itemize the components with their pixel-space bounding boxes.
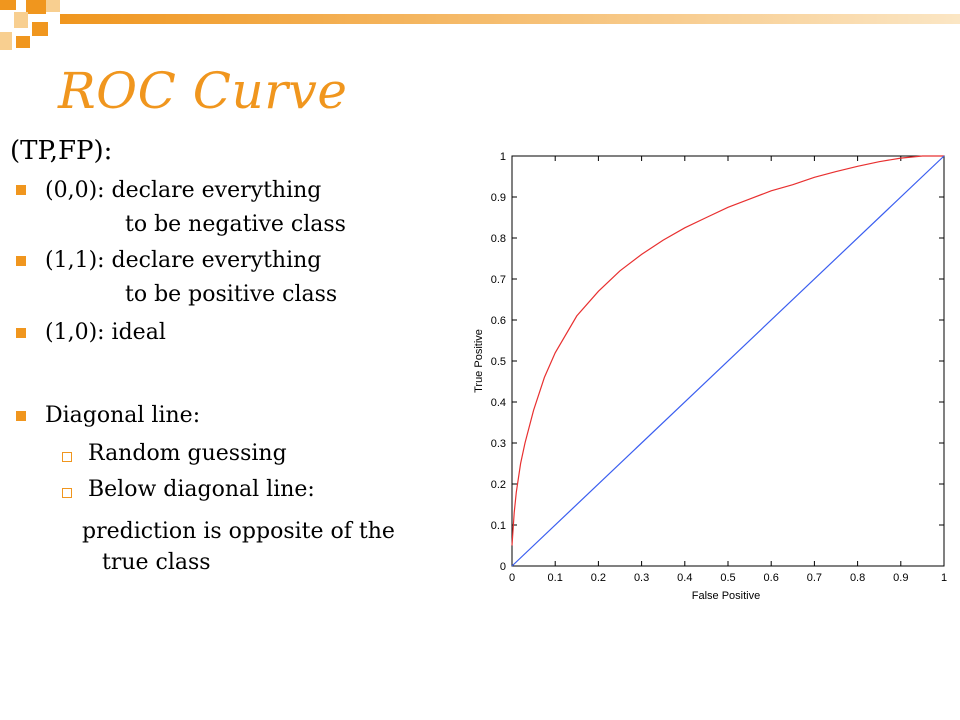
roc-curve-line [511,155,944,546]
y-ticks: 0 0.1 0.2 0.3 0.4 0.5 0.6 0.7 0.8 0.9 1 [491,151,944,573]
bullet-text: (1,1): declare everything to be positive… [45,244,337,312]
decor-square [32,22,48,36]
y-tick-label: 0.2 [491,479,506,491]
y-tick-label: 0 [500,561,506,573]
y-tick-label: 0.1 [491,520,506,532]
bullet-line: (0,0): declare everything [45,178,322,203]
note-line: prediction is opposite of the [82,519,395,544]
x-tick-label: 0 [509,572,515,584]
sub-bullet-text: Random guessing [88,441,287,466]
x-tick-label: 0.4 [677,572,692,584]
y-tick-label: 0.7 [491,274,506,286]
x-tick-label: 0.9 [893,572,908,584]
bullet-text: (1,0): ideal [45,316,166,350]
x-tick-label: 0.5 [720,572,735,584]
bullet-line: Diagonal line: [45,403,201,428]
x-tick-label: 0.6 [764,572,779,584]
x-axis-label: False Positive [692,590,760,602]
x-tick-label: 0.2 [591,572,606,584]
bullet-line: to be positive class [125,282,338,307]
y-tick-label: 0.9 [491,192,506,204]
decor-square [16,36,30,48]
section-heading: (TP,FP): [10,136,113,166]
bullet-line: (1,0): ideal [45,320,166,345]
bullet-marker [16,185,26,195]
y-tick-label: 0.6 [491,315,506,327]
y-tick-label: 1 [500,151,506,163]
x-tick-label: 1 [941,572,947,584]
bullet-marker [16,256,26,266]
series-group [511,155,945,567]
bullet-text: Diagonal line: [45,399,200,433]
x-tick-label: 0.3 [634,572,649,584]
y-tick-label: 0.3 [491,438,506,450]
sub-bullet-marker [62,452,72,462]
y-axis-label: True Positive [473,329,485,393]
sub-bullet-marker [62,488,72,498]
bullet-marker [16,328,26,338]
y-tick-label: 0.5 [491,356,506,368]
bullet-text: (0,0): declare everything to be negative… [45,174,346,242]
decor-square [0,32,12,50]
diagonal-line [511,155,945,567]
bullet-marker [16,411,26,421]
slide-title: ROC Curve [58,62,348,120]
note-text: prediction is opposite of the true class [82,516,395,578]
x-tick-label: 0.1 [548,572,563,584]
header-bar [60,14,960,24]
bullet-line: to be negative class [125,212,346,237]
decor-square [14,12,28,28]
decor-square [26,0,46,14]
decor-square [0,0,16,10]
y-tick-label: 0.8 [491,233,506,245]
sub-bullet-text: Below diagonal line: [88,477,315,502]
bullet-line: (1,1): declare everything [45,248,322,273]
x-tick-label: 0.7 [807,572,822,584]
x-tick-label: 0.8 [850,572,865,584]
note-line: true class [102,550,211,575]
y-tick-label: 0.4 [491,397,506,409]
x-ticks: 0 0.1 0.2 0.3 0.4 0.5 0.6 0.7 0.8 0.9 1 [509,156,947,584]
decor-square [46,0,60,12]
